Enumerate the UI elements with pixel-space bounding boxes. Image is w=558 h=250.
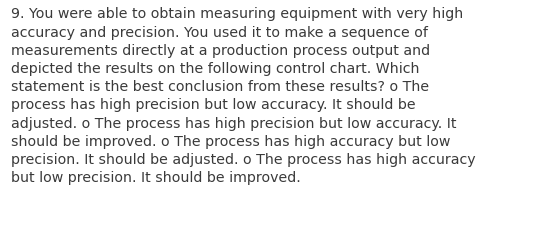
Text: 9. You were able to obtain measuring equipment with very high
accuracy and preci: 9. You were able to obtain measuring equ… bbox=[11, 8, 475, 184]
